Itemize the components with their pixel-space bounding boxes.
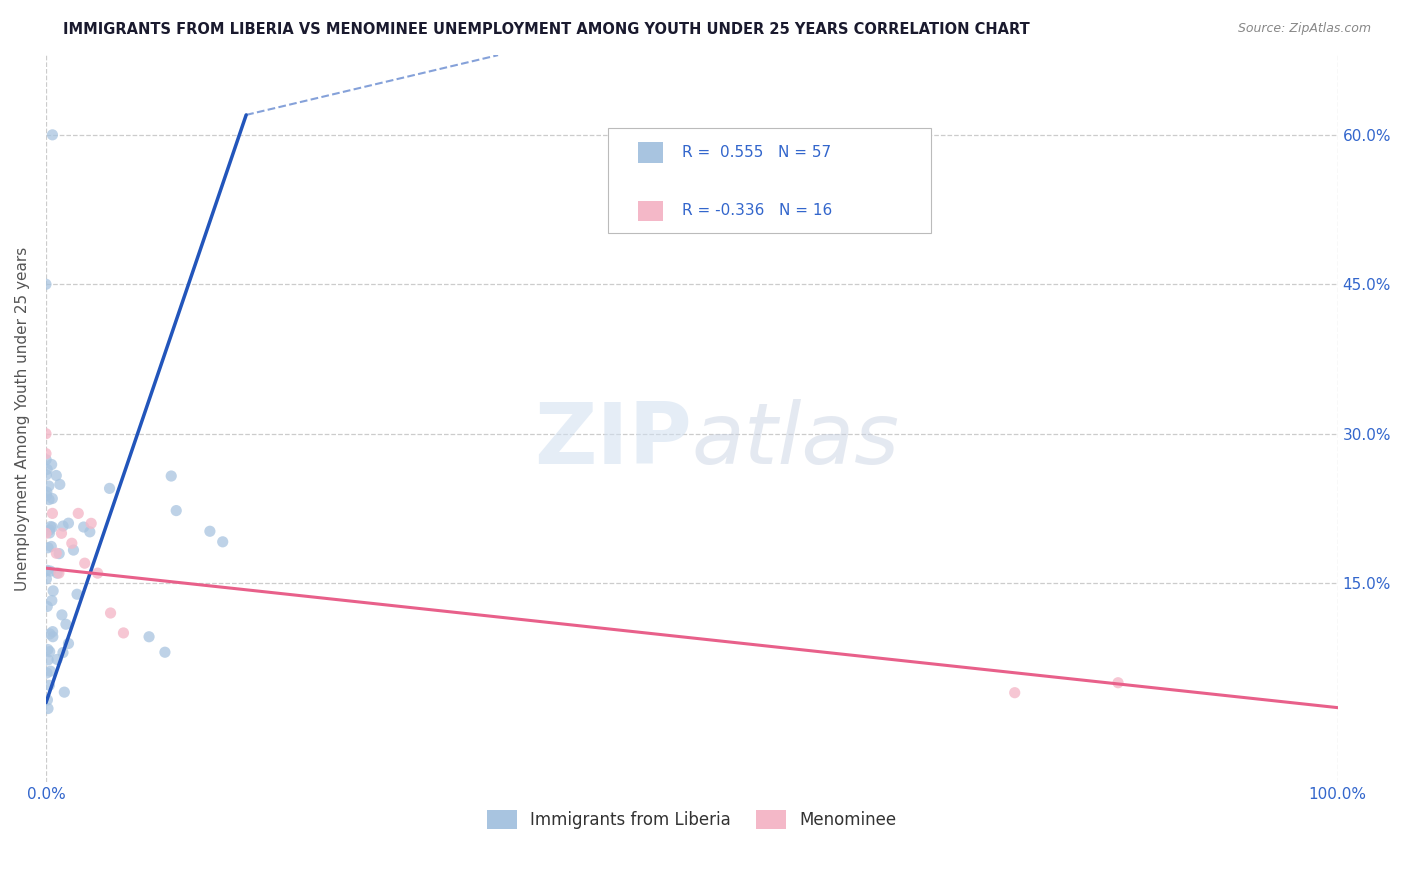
Point (37, 653, 59, 667)
Point (35, 426, 58, 441)
Point (73, 520, 96, 534)
FancyBboxPatch shape (607, 128, 931, 234)
Point (35, 485, 58, 500)
Point (100, 606, 122, 620)
Point (35, 447, 58, 461)
Point (35, 572, 58, 586)
Point (38, 645, 60, 659)
Point (35, 452, 58, 467)
Point (39, 564, 62, 578)
Point (35, 467, 58, 482)
Point (35, 665, 58, 680)
Point (38, 627, 60, 641)
Point (42, 630, 65, 644)
Point (52, 646, 75, 660)
Point (51, 607, 73, 622)
Point (51, 526, 73, 541)
Point (160, 469, 183, 483)
Point (55, 617, 77, 632)
Point (41, 128, 63, 142)
Point (39, 540, 62, 554)
Point (37, 701, 59, 715)
Point (1004, 686, 1026, 700)
Point (198, 524, 221, 539)
Point (62, 543, 84, 558)
Point (73, 556, 96, 570)
Point (39, 664, 62, 678)
Point (112, 626, 135, 640)
Point (38, 525, 60, 540)
Point (165, 503, 187, 517)
Point (48, 547, 70, 561)
Point (66, 587, 89, 601)
Point (37, 541, 59, 555)
Point (49, 477, 72, 491)
Point (41, 520, 63, 534)
Point (1107, 675, 1129, 690)
Text: R =  0.555   N = 57: R = 0.555 N = 57 (682, 145, 831, 160)
Point (98, 482, 121, 496)
Point (45, 468, 67, 483)
Point (52, 519, 75, 533)
Text: ZIP: ZIP (534, 399, 692, 482)
Text: IMMIGRANTS FROM LIBERIA VS MENOMINEE UNEMPLOYMENT AMONG YOUTH UNDER 25 YEARS COR: IMMIGRANTS FROM LIBERIA VS MENOMINEE UNE… (63, 22, 1031, 37)
Point (46, 652, 69, 666)
Point (39, 519, 62, 533)
Text: atlas: atlas (692, 399, 900, 482)
Point (37, 462, 59, 476)
Point (80, 516, 103, 531)
Point (41, 593, 63, 607)
Legend: Immigrants from Liberia, Menominee: Immigrants from Liberia, Menominee (481, 804, 903, 836)
Point (45, 546, 67, 560)
Text: R = -0.336   N = 16: R = -0.336 N = 16 (682, 203, 832, 219)
Point (79, 524, 101, 539)
Point (67, 507, 90, 521)
Point (48, 566, 70, 581)
Point (138, 630, 160, 644)
Point (37, 599, 59, 614)
Text: Source: ZipAtlas.com: Source: ZipAtlas.com (1237, 22, 1371, 36)
Point (38, 523, 60, 537)
Point (35, 526, 58, 541)
Point (35, 489, 58, 503)
Point (38, 479, 60, 493)
Point (46, 566, 69, 580)
Point (37, 693, 59, 707)
Point (42, 583, 65, 598)
Point (38, 492, 60, 507)
Point (41, 458, 63, 472)
Point (60, 536, 83, 550)
Point (38, 678, 60, 692)
Point (35, 277, 58, 292)
Point (41, 507, 63, 521)
Point (35, 563, 58, 577)
FancyBboxPatch shape (637, 201, 662, 221)
Point (41, 624, 63, 639)
Point (37, 642, 59, 657)
Point (86, 566, 108, 581)
Point (41, 491, 63, 506)
Y-axis label: Unemployment Among Youth under 25 years: Unemployment Among Youth under 25 years (15, 246, 30, 591)
Point (211, 534, 233, 549)
Point (153, 645, 176, 659)
Point (58, 636, 80, 650)
FancyBboxPatch shape (637, 143, 662, 162)
Point (58, 516, 80, 531)
Point (53, 685, 76, 699)
